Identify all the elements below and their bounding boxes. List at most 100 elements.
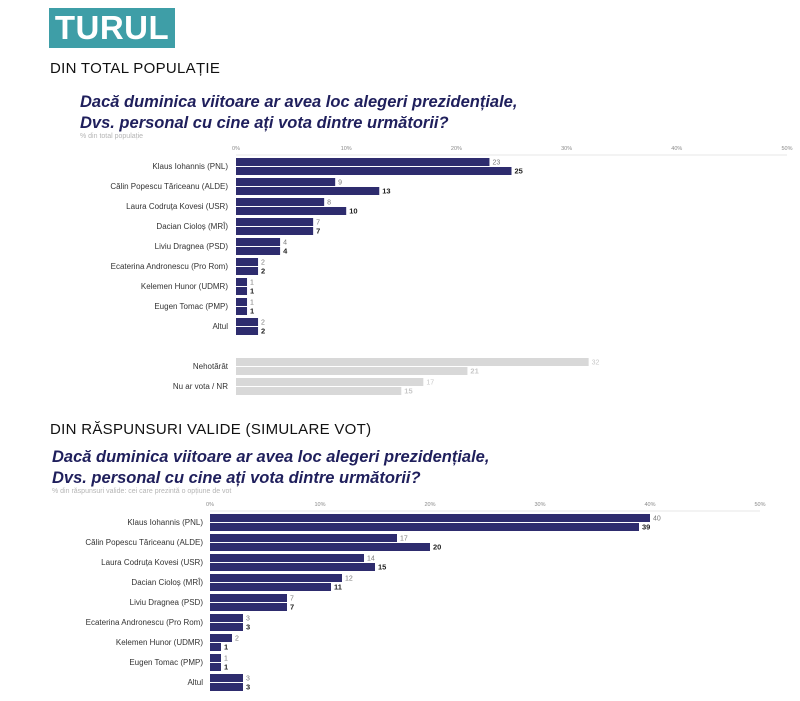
x-tick-label: 30% (561, 146, 572, 152)
question-line1-valid: Dacă duminica viitoare ar avea loc alege… (52, 448, 490, 466)
category-label: Ecaterina Andronescu (Pro Rom) (86, 618, 204, 627)
data-label: 14 (367, 556, 375, 563)
bar (210, 563, 375, 571)
bar (236, 298, 248, 306)
data-label: 1 (250, 307, 254, 316)
data-label: 13 (382, 187, 390, 196)
bar (236, 318, 259, 326)
data-label: 4 (283, 240, 287, 247)
bar (210, 654, 221, 662)
bar (236, 358, 589, 366)
data-label: 1 (224, 663, 228, 672)
round-badge: TURUL 1 (49, 8, 175, 86)
data-label: 1 (250, 280, 254, 287)
data-label: 2 (235, 636, 239, 643)
section-title-total: DIN TOTAL POPULAȚIE (50, 60, 221, 77)
x-tick-label: 10% (314, 502, 325, 508)
category-label: Klaus Iohannis (PNL) (152, 162, 228, 171)
data-label: 8 (327, 200, 331, 207)
bar (236, 207, 347, 215)
data-label: 2 (261, 320, 265, 327)
category-label: Laura Codruța Kovesi (USR) (126, 202, 228, 211)
bar (210, 574, 342, 582)
data-label: 1 (224, 643, 228, 652)
data-label: 17 (400, 536, 408, 543)
data-label: 39 (642, 523, 650, 532)
data-label: 3 (246, 683, 250, 692)
data-label: 20 (433, 543, 441, 552)
x-tick-label: 0% (206, 502, 214, 508)
category-label: Liviu Dragnea (PSD) (155, 242, 229, 251)
bar (210, 634, 232, 642)
x-tick-label: 30% (534, 502, 545, 508)
bar (210, 663, 221, 671)
data-label: 40 (653, 516, 661, 523)
bar (210, 523, 639, 531)
x-tick-label: 20% (424, 502, 435, 508)
data-label: 7 (290, 603, 294, 612)
category-label: Nu ar vota / NR (173, 382, 228, 391)
bar (210, 594, 287, 602)
data-label: 17 (426, 380, 434, 387)
bar (210, 674, 243, 682)
bar (236, 247, 281, 255)
bar (210, 603, 287, 611)
data-label: 7 (316, 227, 320, 236)
bar (236, 307, 248, 315)
category-label: Dacian Cioloș (MRÎ) (131, 578, 203, 587)
bar (236, 167, 512, 175)
data-label: 10 (349, 207, 357, 216)
data-label: 15 (378, 563, 386, 572)
category-label: Dacian Cioloș (MRÎ) (156, 222, 228, 231)
bar (236, 387, 402, 395)
bar (236, 378, 424, 386)
data-label: 2 (261, 260, 265, 267)
bar (236, 327, 259, 335)
category-label: Eugen Tomac (PMP) (154, 302, 228, 311)
question-line2-valid: Dvs. personal cu cine ați vota dintre ur… (52, 469, 421, 487)
x-tick-label: 20% (451, 146, 462, 152)
data-label: 2 (261, 327, 265, 336)
data-label: 7 (316, 220, 320, 227)
data-label: 7 (290, 596, 294, 603)
x-tick-label: 50% (781, 146, 792, 152)
x-tick-label: 50% (754, 502, 765, 508)
data-label: 3 (246, 676, 250, 683)
bar (236, 287, 248, 295)
bar (236, 158, 490, 166)
bar (210, 623, 243, 631)
bar (210, 614, 243, 622)
bar (236, 258, 259, 266)
data-label: 15 (404, 387, 412, 396)
x-tick-label: 40% (671, 146, 682, 152)
bar (210, 543, 430, 551)
category-label: Altul (212, 322, 228, 331)
data-label: 23 (492, 160, 500, 167)
category-label: Klaus Iohannis (PNL) (127, 518, 203, 527)
bar (210, 683, 243, 691)
data-label: 11 (334, 583, 342, 592)
question-line1-total: Dacă duminica viitoare ar avea loc alege… (80, 93, 518, 111)
category-label: Nehotărât (193, 362, 229, 371)
category-label: Călin Popescu Tăriceanu (ALDE) (85, 538, 203, 547)
data-label: 21 (470, 367, 478, 376)
category-label: Liviu Dragnea (PSD) (130, 598, 204, 607)
bar (236, 198, 325, 206)
chart-note-valid: % din răspunsuri valide: cei care prezin… (52, 488, 232, 495)
bar (210, 554, 364, 562)
chart-note-total: % din total populație (80, 133, 144, 140)
question-line2-total: Dvs. personal cu cine ați vota dintre ur… (80, 114, 449, 132)
bar (236, 187, 380, 195)
data-label: 4 (283, 247, 288, 256)
category-label: Kelemen Hunor (UDMR) (116, 638, 203, 647)
category-label: Kelemen Hunor (UDMR) (141, 282, 228, 291)
data-label: 3 (246, 623, 250, 632)
data-label: 25 (515, 167, 523, 176)
bar (236, 238, 281, 246)
bar (236, 218, 314, 226)
x-tick-label: 10% (341, 146, 352, 152)
data-label: 1 (224, 656, 228, 663)
category-label: Călin Popescu Tăriceanu (ALDE) (110, 182, 228, 191)
bar (210, 534, 397, 542)
